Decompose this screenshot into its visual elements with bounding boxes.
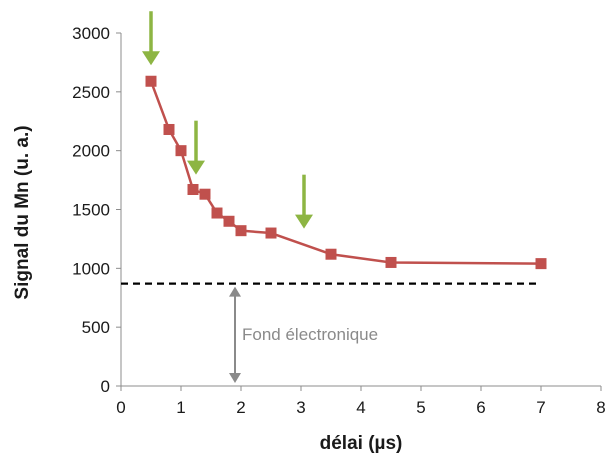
baseline-arrow-head-up (229, 286, 241, 297)
data-point (175, 145, 187, 157)
data-point (199, 188, 211, 200)
data-point (163, 123, 175, 135)
data-point (235, 225, 247, 237)
data-point (187, 183, 199, 195)
series-line (149, 80, 542, 265)
x-axis-title: délai (µs) (320, 433, 403, 454)
data-point (325, 248, 337, 260)
data-point (211, 207, 223, 219)
highlight-arrow-head (142, 51, 160, 66)
x-tick-label: 3 (296, 398, 305, 417)
baseline-annotation-label: Fond électronique (242, 325, 378, 344)
highlight-arrow-head (295, 214, 313, 229)
data-point (265, 227, 277, 239)
data-point (223, 215, 235, 227)
y-axis-title: Signal du Mn (u. a.) (12, 125, 33, 299)
x-tick-label: 8 (596, 398, 605, 417)
x-tick-label: 2 (236, 398, 245, 417)
y-tick-label: 0 (101, 377, 110, 396)
annotation-layer: Fond électronique (142, 11, 378, 383)
baseline-arrow-head-down (229, 373, 241, 383)
y-tick-label: 3000 (72, 24, 110, 43)
x-tick-label: 7 (536, 398, 545, 417)
x-tick-label: 6 (476, 398, 485, 417)
x-tick-label: 1 (176, 398, 185, 417)
x-tick-label: 4 (356, 398, 365, 417)
y-tick-label: 1500 (72, 201, 110, 220)
y-tick-label: 500 (82, 318, 110, 337)
data-point (145, 75, 157, 87)
y-tick-label: 2000 (72, 142, 110, 161)
data-point (535, 258, 547, 270)
x-tick-label: 0 (116, 398, 125, 417)
axes: 0 500 1000 1500 2000 2500 3000 0 1 2 3 4 5 6 7 8 (72, 24, 606, 417)
x-tick-label: 5 (416, 398, 425, 417)
data-point (385, 256, 397, 268)
highlight-arrow-head (187, 160, 205, 175)
y-tick-label: 1000 (72, 259, 110, 278)
y-tick-label: 2500 (72, 83, 110, 102)
series-layer (145, 75, 547, 270)
